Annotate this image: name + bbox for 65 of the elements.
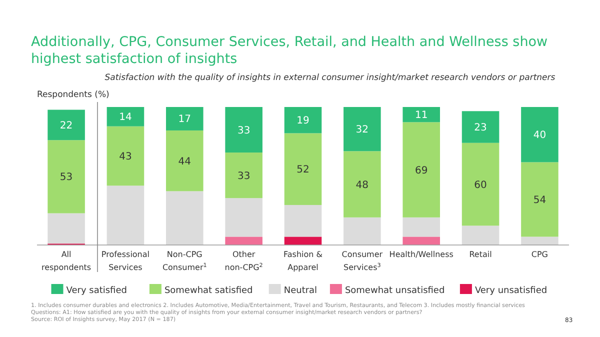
bar bbox=[225, 107, 262, 153]
x-tick-label: CPG bbox=[531, 250, 548, 259]
bar bbox=[225, 152, 262, 198]
bar bbox=[48, 110, 85, 140]
bar bbox=[462, 111, 500, 143]
chart-subtitle: Satisfaction with the quality of insights in external consumer insight/market research vendors or partners bbox=[104, 73, 556, 83]
bar bbox=[284, 107, 322, 134]
bar bbox=[225, 236, 262, 245]
bar bbox=[284, 236, 322, 245]
data-label: 19 bbox=[296, 116, 310, 127]
bar bbox=[284, 133, 322, 205]
x-tick-label: Non-CPG Consumer$^{1}$ bbox=[162, 250, 208, 272]
x-tick-label: Other non-CPG$^{2}$ bbox=[224, 250, 263, 272]
data-label: 53 bbox=[60, 172, 73, 184]
data-label: 69 bbox=[414, 165, 428, 176]
bar bbox=[225, 198, 262, 237]
legend-label: Somewhat satisfied bbox=[164, 286, 253, 296]
bar bbox=[106, 107, 144, 126]
data-label: 48 bbox=[356, 180, 369, 191]
data-label: 33 bbox=[237, 170, 250, 182]
bar bbox=[521, 162, 558, 237]
legend-label: Somewhat unsatisfied bbox=[344, 286, 445, 296]
bar bbox=[166, 191, 204, 245]
x-tick-label: Professional Services bbox=[101, 250, 150, 272]
bar bbox=[48, 213, 85, 244]
legend-label: Neutral bbox=[284, 286, 318, 296]
bar bbox=[462, 142, 500, 226]
bar bbox=[106, 186, 144, 245]
data-label: 60 bbox=[474, 180, 487, 191]
bar bbox=[402, 107, 440, 122]
data-label: 52 bbox=[296, 164, 310, 176]
bar bbox=[521, 236, 558, 245]
x-tick-label: All respondents bbox=[41, 250, 92, 272]
bar bbox=[284, 204, 322, 237]
data-label: 33 bbox=[237, 125, 250, 136]
data-label: 14 bbox=[119, 112, 132, 124]
legend-label: Very unsatisfied bbox=[474, 286, 548, 296]
bar bbox=[462, 226, 500, 245]
bar bbox=[402, 217, 440, 237]
bar bbox=[166, 130, 204, 192]
x-tick-label: Consumer Services$^{3}$ bbox=[342, 250, 384, 272]
data-label: 32 bbox=[356, 124, 369, 136]
legend-label: Very satisfied bbox=[66, 286, 127, 296]
data-label: 23 bbox=[474, 122, 487, 134]
data-label: 11 bbox=[414, 110, 428, 122]
x-tick-label: Fashion & Apparel bbox=[284, 250, 322, 272]
bar bbox=[344, 107, 381, 152]
bar bbox=[344, 151, 381, 218]
chart-title: Additionally, CPG, Consumer Services, Retail, and Health and Wellness show highest satisfaction of insights bbox=[31, 34, 548, 67]
bar bbox=[521, 107, 558, 162]
y-axis-title: Respondents (%) bbox=[37, 90, 110, 100]
bar bbox=[48, 140, 85, 214]
data-label: 54 bbox=[533, 194, 546, 206]
x-tick-label: Health/Wellness bbox=[389, 250, 454, 259]
data-label: 22 bbox=[60, 120, 73, 132]
bar bbox=[402, 122, 440, 218]
data-label: 43 bbox=[119, 151, 132, 162]
x-tick-label: Retail bbox=[469, 250, 492, 259]
bar bbox=[106, 126, 144, 186]
bar bbox=[166, 107, 204, 130]
bar bbox=[402, 236, 440, 245]
bar bbox=[344, 217, 381, 245]
data-label: 40 bbox=[533, 130, 546, 142]
data-label: 17 bbox=[178, 114, 192, 126]
data-label: 44 bbox=[178, 156, 192, 168]
